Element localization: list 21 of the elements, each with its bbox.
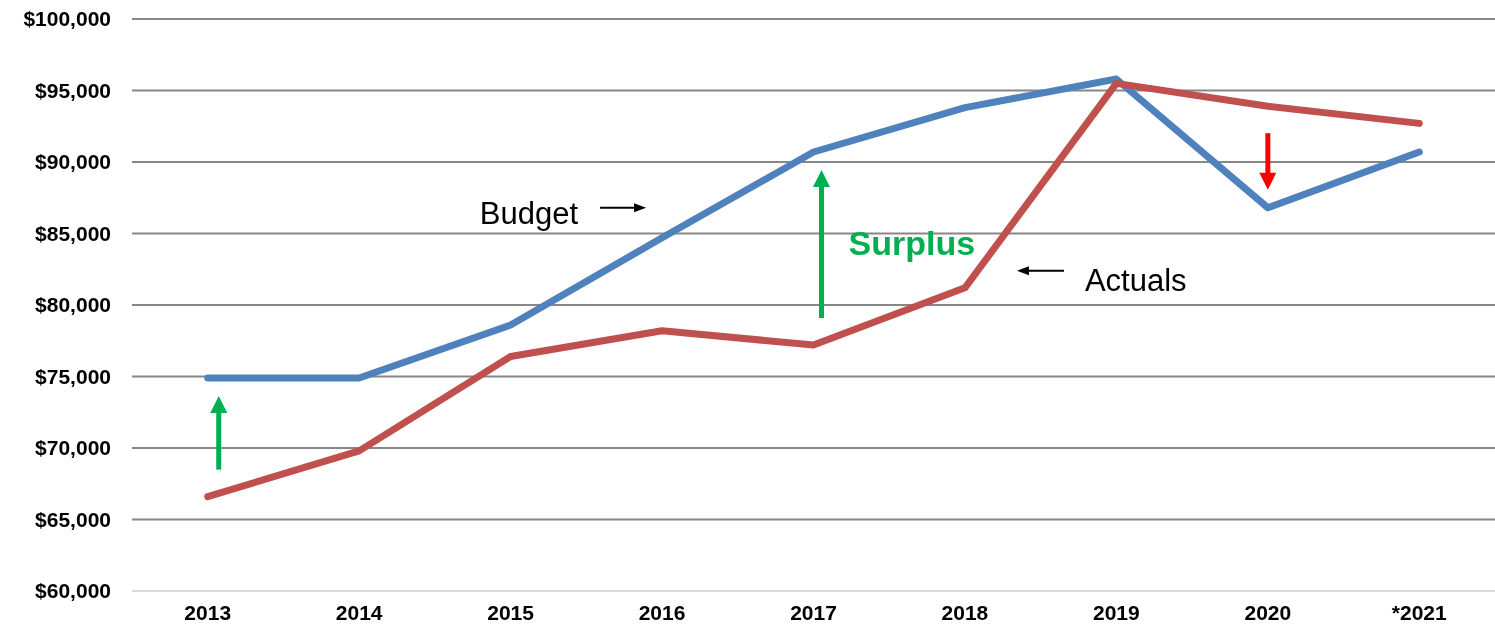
y-tick-label: $100,000 bbox=[23, 7, 111, 31]
series-label: Budget bbox=[479, 195, 579, 231]
x-tick-label: 2013 bbox=[184, 600, 232, 624]
x-tick-label: 2020 bbox=[1244, 600, 1292, 624]
x-tick-label: 2019 bbox=[1093, 600, 1140, 624]
y-tick-label: $90,000 bbox=[35, 150, 111, 174]
text: Actuals bbox=[1084, 262, 1187, 298]
y-tick-label: $75,000 bbox=[35, 364, 111, 388]
y-tick-label: $70,000 bbox=[35, 436, 111, 460]
x-tick-label: 2016 bbox=[638, 600, 686, 624]
y-tick-label: $65,000 bbox=[35, 507, 111, 531]
x-tick-label: 2017 bbox=[790, 600, 837, 624]
y-tick-label: $85,000 bbox=[35, 221, 111, 245]
x-tick-label: 2018 bbox=[941, 600, 989, 624]
x-tick-label: 2015 bbox=[487, 600, 535, 624]
x-tick-label: *2021 bbox=[1391, 600, 1448, 624]
y-tick-label: $95,000 bbox=[35, 78, 111, 102]
x-tick-label: 2014 bbox=[335, 600, 383, 624]
y-tick-label: $80,000 bbox=[35, 293, 111, 317]
y-tick-label: $60,000 bbox=[35, 579, 111, 603]
annotation: Surplus bbox=[848, 223, 976, 262]
